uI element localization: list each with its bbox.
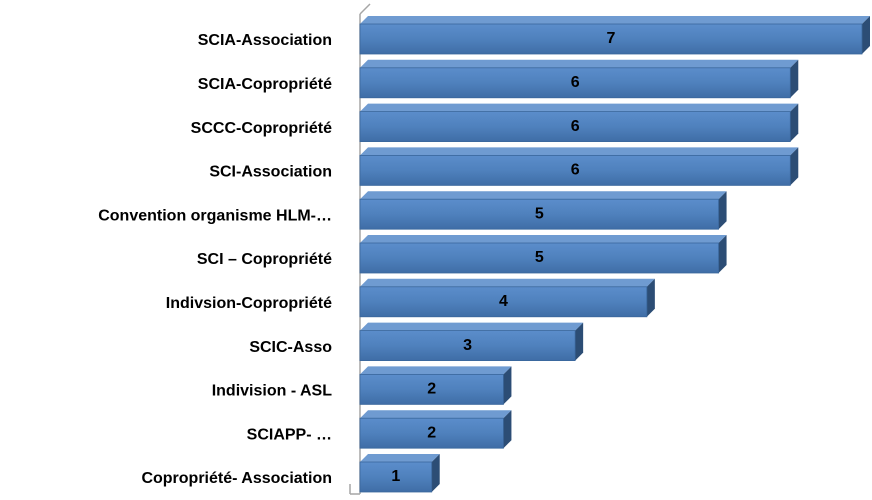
bar-side xyxy=(790,147,799,186)
bar xyxy=(359,67,791,99)
category-label: SCIC-Asso xyxy=(249,339,332,356)
data-label: 2 xyxy=(427,424,436,441)
bar-top xyxy=(360,322,584,331)
bar xyxy=(359,373,504,405)
category-label: Indivision - ASL xyxy=(212,383,333,400)
category-label: SCCC-Copropriété xyxy=(191,120,332,137)
bar-side xyxy=(503,410,512,449)
bar xyxy=(359,330,576,362)
bar-side xyxy=(862,16,870,54)
bar-top xyxy=(360,191,727,200)
data-label: 7 xyxy=(607,30,616,47)
bar-side xyxy=(718,235,727,273)
category-label: Convention organisme HLM-… xyxy=(98,207,332,224)
bar-side xyxy=(575,322,584,361)
bar-top xyxy=(360,235,727,243)
data-label: 1 xyxy=(391,468,400,485)
category-label: Indivsion-Copropriété xyxy=(166,295,332,312)
category-label: SCIA-Copropriété xyxy=(198,76,332,93)
data-label: 6 xyxy=(571,74,580,91)
bar-side xyxy=(790,59,799,98)
category-label: SCIA-Association xyxy=(198,32,332,49)
bar-top xyxy=(360,59,799,68)
data-label: 4 xyxy=(499,293,508,310)
bar xyxy=(359,198,719,230)
data-label: 6 xyxy=(571,162,580,179)
bar-side xyxy=(718,191,727,230)
bar xyxy=(359,242,719,274)
bar-side xyxy=(646,278,655,317)
category-label: SCIAPP- … xyxy=(247,426,332,443)
bar-top xyxy=(360,16,870,24)
bar-top xyxy=(360,103,799,112)
bar xyxy=(359,461,433,493)
data-label: 5 xyxy=(535,205,544,222)
bar-top xyxy=(360,366,512,375)
bar-top xyxy=(360,147,799,156)
category-label: SCI-Association xyxy=(209,164,332,181)
bar-side xyxy=(431,454,440,492)
data-label: 3 xyxy=(463,337,472,354)
category-label: Copropriété- Association xyxy=(141,470,332,487)
bar xyxy=(359,154,791,186)
bar xyxy=(359,417,504,449)
bar xyxy=(359,286,648,318)
bar-side xyxy=(790,103,799,142)
bar-top xyxy=(360,410,512,419)
bar xyxy=(359,111,791,142)
bar xyxy=(359,23,863,55)
bar-side xyxy=(503,366,512,405)
data-label: 5 xyxy=(535,249,544,266)
category-label: SCI – Copropriété xyxy=(197,251,332,268)
bar-top xyxy=(360,278,655,287)
data-label: 6 xyxy=(571,118,580,135)
data-label: 2 xyxy=(427,381,436,398)
bar-top xyxy=(360,454,440,462)
